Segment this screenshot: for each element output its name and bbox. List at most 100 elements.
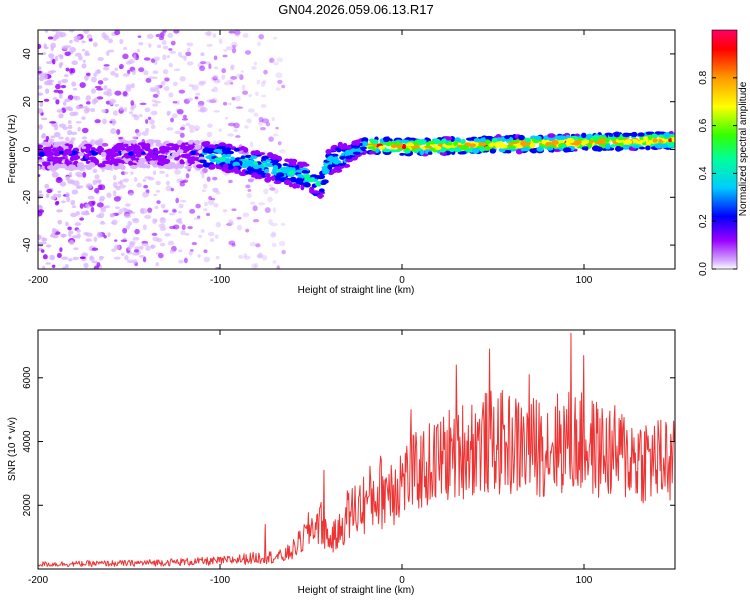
- spectrogram-speckle: [146, 33, 154, 40]
- spectrogram-ridge-cell: [573, 140, 582, 145]
- spectrogram-speckle: [172, 209, 177, 213]
- spectrogram-ridge-cell: [310, 177, 315, 181]
- spectrogram-speckle: [56, 109, 63, 113]
- spectrogram-speckle: [180, 230, 186, 236]
- spectrogram-speckle: [236, 74, 242, 78]
- spectrogram-speckle: [128, 242, 135, 248]
- spectrogram-speckle: [102, 77, 109, 81]
- spectrogram-speckle: [161, 40, 167, 46]
- spectrogram-ridge-cell: [68, 140, 74, 146]
- spectrogram-speckle: [51, 171, 59, 178]
- spectrogram-ridge-cell: [378, 145, 386, 150]
- spectrogram-speckle: [199, 170, 205, 175]
- spectrogram-ridge-cell: [179, 161, 185, 165]
- spectrogram-speckle: [129, 211, 136, 215]
- spectrogram-speckle: [68, 171, 73, 178]
- spectrogram-speckle: [38, 108, 44, 114]
- spectrogram-speckle: [268, 219, 273, 225]
- spectrogram-speckle: [231, 44, 237, 49]
- spectrogram-ridge-cell: [632, 145, 640, 149]
- spectrogram-speckle: [74, 222, 82, 226]
- spectrogram-ridge-cell: [281, 177, 286, 181]
- spectrogram-speckle: [207, 231, 215, 237]
- spectrogram-speckle: [98, 255, 104, 261]
- spectrogram-ridge-cell: [106, 148, 115, 153]
- spectrogram-speckle: [188, 124, 195, 130]
- spectrogram-ridge-cell: [448, 147, 455, 153]
- spectrogram-speckle: [163, 86, 170, 91]
- spectrogram-speckle: [160, 80, 166, 86]
- spectrogram-speckle: [156, 89, 161, 96]
- spectrogram-speckle: [130, 100, 135, 106]
- spectrogram-ridge-cell: [252, 164, 261, 170]
- spectrogram-speckle: [38, 209, 45, 214]
- spectrogram-speckle: [256, 79, 260, 85]
- spectrogram-speckle: [166, 55, 170, 59]
- spectrogram-speckle: [172, 224, 180, 230]
- spectrogram-ridge-cell: [557, 135, 566, 140]
- spectrogram-speckle: [264, 207, 271, 213]
- spectrogram-speckle: [260, 81, 266, 87]
- spectrogram-speckle: [97, 80, 104, 85]
- spectrogram-ridge-cell: [453, 140, 459, 146]
- spectrogram-speckle: [143, 184, 149, 189]
- spectrogram-speckle: [83, 212, 91, 216]
- spectrogram-speckle: [222, 54, 228, 58]
- spectrogram-speckle: [162, 45, 169, 50]
- spectrogram-speckle: [165, 180, 171, 186]
- spectrogram-speckle: [94, 119, 101, 124]
- spectrogram-speckle: [185, 173, 190, 179]
- spectrogram-speckle: [67, 230, 74, 235]
- spectrogram-speckle: [77, 126, 81, 132]
- spectrogram-speckle: [246, 118, 252, 124]
- spectrogram-speckle: [71, 60, 78, 66]
- spectrogram-speckle: [167, 32, 174, 39]
- spectrogram-speckle: [185, 122, 191, 126]
- spectrogram-speckle: [176, 108, 184, 115]
- spectrogram-speckle: [263, 188, 269, 195]
- spectrogram-speckle: [234, 95, 241, 102]
- spectrogram-speckle: [130, 171, 134, 175]
- spectrogram-ridge-cell: [128, 151, 134, 157]
- spectrogram-cells: [38, 30, 675, 269]
- spectrogram-speckle: [152, 103, 159, 107]
- spectrogram-speckle: [174, 130, 182, 135]
- spectrogram-ridge-cell: [345, 155, 353, 160]
- spectrogram-speckle: [103, 64, 110, 67]
- spectrogram-speckle: [213, 203, 219, 208]
- spectrogram-speckle: [272, 207, 277, 213]
- spectrogram-ridge-cell: [244, 154, 253, 159]
- spectrogram-speckle: [272, 260, 277, 264]
- spectrogram-ridge-cell: [247, 159, 253, 166]
- spectrogram-ridge-cell: [645, 131, 653, 136]
- spectrogram-speckle: [97, 184, 103, 191]
- spectrogram-speckle: [134, 176, 138, 182]
- spectrogram-speckle: [62, 101, 67, 106]
- spectrogram-speckle: [145, 127, 150, 133]
- spectrogram-ridge-cell: [180, 153, 186, 158]
- spectrogram-speckle: [110, 128, 117, 135]
- spectrogram-speckle: [175, 197, 180, 204]
- spectrogram-speckle: [147, 207, 153, 213]
- spectrogram-speckle: [152, 70, 159, 75]
- spectrogram-speckle: [41, 265, 46, 269]
- spectrogram-speckle: [277, 79, 283, 85]
- spectrogram-speckle: [150, 244, 155, 250]
- spectrogram-speckle: [70, 212, 77, 218]
- spectrogram-speckle: [103, 66, 110, 71]
- spectrogram-ridge-cell: [117, 162, 124, 169]
- spectrogram-speckle: [130, 106, 135, 112]
- spectrogram-speckle: [106, 88, 112, 94]
- spectrogram-speckle: [107, 232, 111, 237]
- spectrogram-speckle: [184, 232, 190, 236]
- spectrogram-ridge-cell: [586, 134, 591, 140]
- spectrogram-speckle: [64, 51, 71, 57]
- spectrogram-ridge-cell: [289, 176, 296, 182]
- spectrogram-ridge-cell: [77, 165, 84, 171]
- spectrogram-x-ticks: -200 -100 0 100: [28, 30, 593, 286]
- spectrogram-ridge-cell: [88, 150, 96, 154]
- spectrogram-speckle: [150, 110, 158, 116]
- spectrogram-ridge-cell: [498, 147, 507, 153]
- spectrogram-speckle: [176, 219, 182, 224]
